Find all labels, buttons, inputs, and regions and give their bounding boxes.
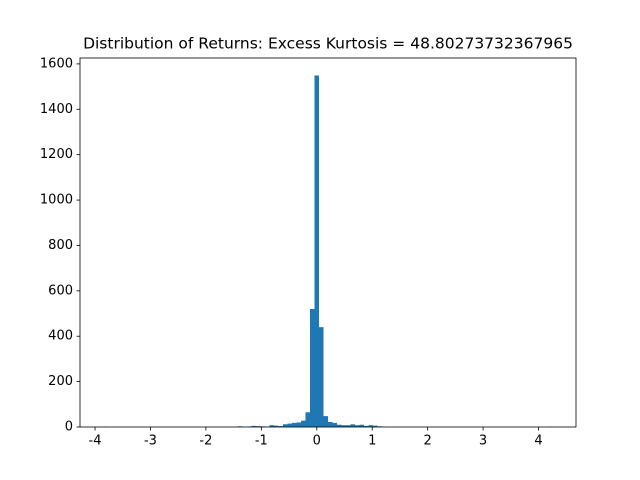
x-tick-label: 1 (368, 434, 376, 449)
bar (346, 425, 351, 427)
y-tick-label: 1000 (40, 193, 73, 208)
bar (323, 416, 328, 427)
x-tick-label: -3 (144, 434, 157, 449)
bar (278, 426, 283, 427)
bar (328, 422, 333, 427)
y-tick-label: 600 (48, 283, 73, 298)
bar (296, 422, 301, 427)
bar (287, 423, 292, 427)
x-tick-label: 2 (424, 434, 432, 449)
bar (269, 425, 274, 427)
bar (273, 425, 279, 427)
bar (364, 425, 369, 427)
bar (300, 420, 306, 427)
bar (282, 424, 288, 427)
bar (332, 422, 338, 427)
bar (318, 327, 324, 427)
y-tick-label: 0 (65, 420, 73, 435)
x-tick-label: 4 (534, 434, 542, 449)
y-tick-label: 1600 (40, 56, 73, 71)
axes-frame (79, 57, 577, 428)
y-tick-label: 200 (48, 374, 73, 389)
bar (373, 425, 378, 427)
bar (251, 425, 256, 427)
bar (368, 425, 374, 427)
x-tick-label: -2 (199, 434, 212, 449)
bar (341, 425, 347, 427)
y-tick-label: 1200 (40, 147, 73, 162)
x-tick-label: -4 (89, 434, 102, 449)
bar (337, 424, 342, 427)
bar (255, 426, 261, 427)
x-tick-label: -1 (255, 434, 268, 449)
x-tick-label: 0 (313, 434, 321, 449)
bar (355, 425, 360, 427)
bar (309, 308, 315, 427)
y-tick-label: 400 (48, 329, 73, 344)
chart-title: Distribution of Returns: Excess Kurtosis… (83, 35, 573, 53)
bar (359, 424, 365, 427)
bar (305, 412, 310, 427)
y-tick-label: 1400 (40, 102, 73, 117)
bar (291, 422, 297, 427)
bar (314, 75, 319, 427)
x-tick-label: 3 (479, 434, 487, 449)
y-tick-label: 800 (48, 238, 73, 253)
bar (350, 424, 356, 427)
